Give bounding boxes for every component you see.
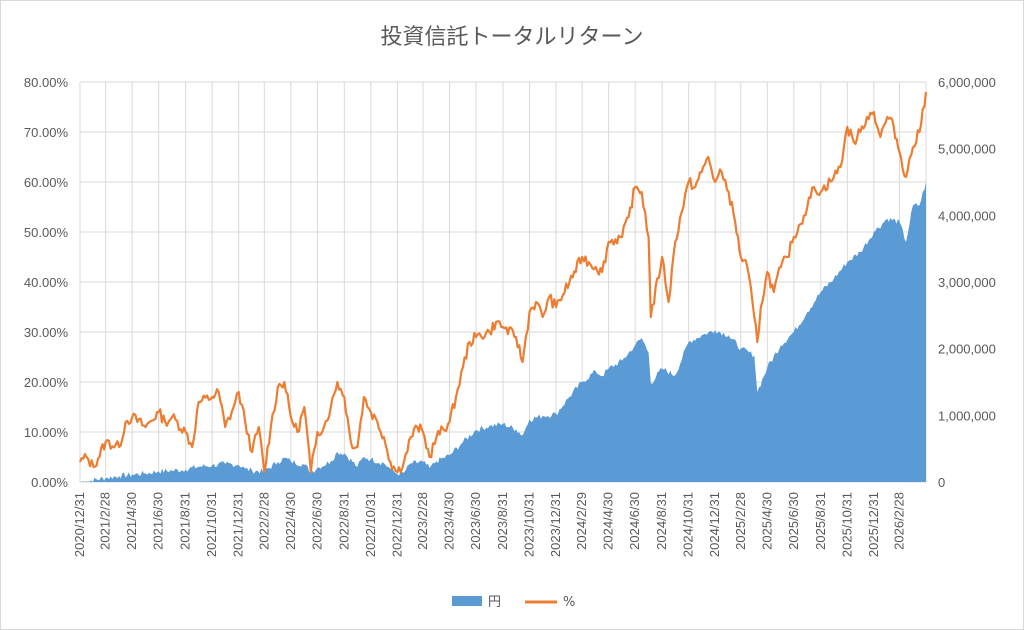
y-axis-right: 0 1,000,000 2,000,000 3,000,000 4,000,000 5,0…	[938, 75, 996, 490]
legend-label-percent: %	[563, 595, 575, 610]
y-right-tick-label: 1,000,000	[938, 408, 996, 423]
y-left-tick-label: 70.00%	[24, 125, 69, 140]
x-axis: 2020/12/31 2021/2/28 2021/4/30 2021/6/30 202…	[72, 492, 906, 557]
x-tick-label: 2023/2/28	[415, 492, 430, 550]
y-left-tick-label: 40.00%	[24, 275, 69, 290]
legend-label-yen: 円	[488, 595, 501, 610]
series-percent-line	[78, 91, 928, 474]
x-tick-label: 2024/4/30	[601, 492, 616, 550]
y-left-tick-label: 60.00%	[24, 175, 69, 190]
x-tick-label: 2023/8/31	[495, 492, 510, 550]
x-tick-label: 2023/10/31	[522, 492, 537, 557]
x-tick-label: 2021/10/31	[204, 492, 219, 557]
x-tick-label: 2022/12/31	[389, 492, 404, 557]
plot-series	[78, 91, 928, 482]
x-tick-label: 2025/8/31	[813, 492, 828, 550]
y-right-tick-label: 5,000,000	[938, 142, 996, 157]
y-axis-left: 0.00% 10.00% 20.00% 30.00% 40.00% 50.00% 60.00…	[24, 75, 69, 490]
x-tick-label: 2024/12/31	[707, 492, 722, 557]
legend: 円%	[452, 595, 575, 610]
chart-title: 投資信託トータルリターン	[381, 25, 644, 50]
x-tick-label: 2025/6/30	[786, 492, 801, 550]
x-tick-label: 2025/4/30	[759, 492, 774, 550]
x-tick-label: 2024/8/31	[654, 492, 669, 550]
y-left-tick-label: 0.00%	[31, 475, 68, 490]
x-tick-label: 2025/2/28	[733, 492, 748, 550]
x-tick-label: 2026/2/28	[891, 492, 906, 550]
x-tick-label: 2023/4/30	[442, 492, 457, 550]
x-tick-label: 2022/4/30	[283, 492, 298, 550]
y-right-tick-label: 0	[938, 475, 945, 490]
y-left-tick-label: 30.00%	[24, 325, 69, 340]
x-tick-label: 2023/12/31	[548, 492, 563, 557]
x-tick-label: 2020/12/31	[72, 492, 87, 557]
y-right-tick-label: 6,000,000	[938, 75, 996, 90]
x-tick-label: 2024/2/29	[574, 492, 589, 550]
x-tick-label: 2025/10/31	[839, 492, 854, 557]
x-tick-label: 2021/6/30	[151, 492, 166, 550]
y-left-tick-label: 10.00%	[24, 425, 69, 440]
x-tick-label: 2021/2/28	[98, 492, 113, 550]
x-tick-label: 2022/8/31	[336, 492, 351, 550]
series-yen-area	[80, 182, 926, 482]
y-right-tick-label: 3,000,000	[938, 275, 996, 290]
y-left-tick-label: 20.00%	[24, 375, 69, 390]
x-tick-label: 2021/12/31	[231, 492, 246, 557]
y-right-tick-label: 2,000,000	[938, 342, 996, 357]
y-left-tick-label: 80.00%	[24, 75, 69, 90]
x-tick-label: 2021/4/30	[124, 492, 139, 550]
x-tick-label: 2024/10/31	[681, 492, 696, 557]
x-tick-label: 2025/12/31	[866, 492, 881, 557]
legend-swatch-yen	[452, 596, 482, 606]
x-tick-label: 2022/6/30	[309, 492, 324, 550]
x-tick-label: 2023/6/30	[468, 492, 483, 550]
x-tick-label: 2021/8/31	[178, 492, 193, 550]
x-tick-label: 2024/6/30	[627, 492, 642, 550]
x-tick-label: 2022/10/31	[363, 492, 378, 557]
y-right-tick-label: 4,000,000	[938, 208, 996, 223]
y-left-tick-label: 50.00%	[24, 225, 69, 240]
x-tick-label: 2022/2/28	[256, 492, 271, 550]
